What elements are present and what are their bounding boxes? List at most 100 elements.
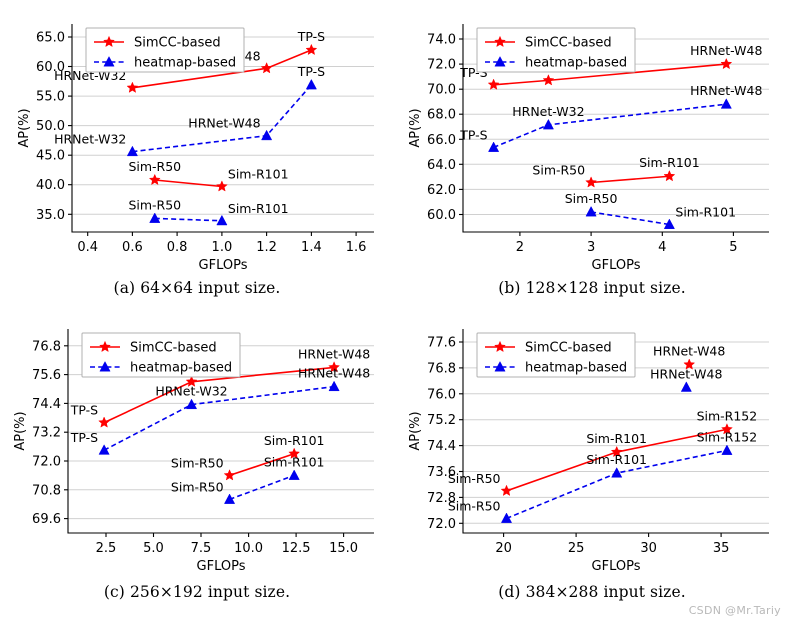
legend-box (476, 332, 636, 378)
data-point-label: TP-S (70, 403, 98, 418)
legend-box (476, 27, 636, 73)
data-point-label: Sim-R101 (264, 433, 325, 448)
data-point-marker-triangle (488, 141, 500, 152)
panel-caption-b: (b) 128×128 input size. (498, 279, 686, 297)
data-series: TP-S HRNet-W32 HRNet-W48 Sim-R50 Sim-R101 (70, 366, 370, 504)
data-point-marker-triangle (126, 145, 138, 157)
x-axis-title: GFLOPs (199, 258, 248, 273)
chart-panel-b: 60.0 62.0 64.0 66.0 68.0 70.0 72.0 74.0 2 3 4 5 GFLO… (395, 0, 789, 311)
data-point-marker-star (542, 74, 555, 86)
x-tick-label: 1.6 (346, 240, 367, 255)
data-point-marker-triangle (288, 469, 300, 480)
y-tick-label: 62.0 (427, 183, 456, 198)
data-point-label: HRNet-W48 (188, 116, 260, 131)
x-tick-label: 5 (729, 240, 737, 255)
legend-label-text: SimCC-based (134, 36, 221, 51)
data-point-marker-triangle (328, 380, 340, 392)
x-tick-label: 35 (713, 541, 730, 556)
watermark-text: CSDN @Mr.Tariy (688, 604, 781, 617)
legend-entry-simcc: SimCC-based (90, 341, 217, 356)
legend-marker-triangle (99, 361, 111, 372)
data-point-label: HRNet-W48 (298, 346, 370, 361)
data-point-marker-triangle (663, 218, 675, 229)
data-point-label: Sim-R50 (171, 479, 224, 494)
y-axis-title: AP(%) (17, 108, 32, 147)
series-line (229, 453, 295, 477)
plot-area-b: 60.0 62.0 64.0 66.0 68.0 70.0 72.0 74.0 2 3 4 5 GFLO… (408, 24, 769, 273)
panel-caption-a: (a) 64×64 input size. (113, 279, 281, 297)
data-point-marker-star (223, 469, 236, 481)
legend-marker-triangle (103, 56, 115, 67)
data-point-marker-triangle (542, 118, 554, 130)
chart-panel-d: 72.0 72.8 73.6 74.4 75.2 76.0 76.8 77.6 20 25 30 35… (395, 311, 789, 622)
data-point-marker-star (585, 176, 598, 188)
data-point-marker-star (683, 358, 696, 370)
data-point-label: Sim-R152 (697, 429, 758, 444)
y-axis-title: AP(%) (13, 411, 28, 450)
series-line (154, 217, 222, 222)
data-point-label: HRNet-W32 (54, 132, 126, 147)
data-point-label: Sim-R101 (264, 454, 325, 469)
y-tick-label: 72.0 (427, 58, 456, 73)
y-tick-label: 76.8 (32, 339, 61, 354)
data-point-label: TP-S (297, 64, 325, 79)
y-tick-label: 70.8 (32, 483, 61, 498)
data-point-label: TP-S (70, 430, 98, 445)
legend-entry-heatmap: heatmap-based (94, 56, 236, 71)
data-point-label: HRNet-W48 (653, 344, 725, 359)
y-tick-label: 74.0 (427, 33, 456, 48)
y-tick-label: 65.0 (36, 31, 65, 46)
data-point-marker-star (98, 416, 111, 428)
data-point-label: Sim-R50 (448, 498, 501, 513)
data-point-marker-star (500, 484, 513, 496)
data-point-label: Sim-R50 (128, 197, 181, 212)
chart-legend: SimCC-based heatmap-based (476, 27, 636, 73)
chart-legend: SimCC-based heatmap-based (476, 332, 636, 378)
panel-caption-c: (c) 256×192 input size. (103, 583, 291, 601)
data-point-marker-star (260, 62, 273, 74)
data-point-label: TP-S (297, 29, 325, 44)
legend-entry-heatmap: heatmap-based (90, 361, 232, 376)
axis-spine (71, 24, 374, 233)
data-point-label: HRNet-W32 (512, 104, 584, 119)
axis-spine (462, 24, 769, 233)
data-point-marker-star (610, 445, 623, 458)
data-point-label: HRNet-W32 (155, 384, 227, 399)
legend-entry-simcc: SimCC-based (485, 341, 612, 356)
x-tick-label: 4 (658, 240, 666, 255)
chart-legend: SimCC-based heatmap-based (85, 27, 245, 73)
legend-marker-triangle (494, 361, 506, 372)
y-tick-label: 50.0 (36, 119, 65, 134)
data-series: HRNet-W32 HRNet-W48 TP-S Sim-R50 Sim-R101 (54, 64, 325, 226)
y-tick-label: 60.0 (427, 208, 456, 223)
data-point-marker-triangle (149, 212, 161, 223)
data-point-marker-star (215, 180, 228, 192)
data-point-label: Sim-R50 (532, 163, 585, 178)
x-tick-label: 10.0 (234, 541, 263, 556)
data-point-marker-star (720, 57, 733, 70)
legend-box (81, 332, 241, 378)
y-tick-label: 45.0 (36, 149, 65, 164)
legend-entry-heatmap: heatmap-based (485, 361, 627, 376)
x-tick-label: 15.0 (329, 541, 358, 556)
legend-label-text: heatmap-based (134, 56, 236, 71)
data-point-marker-star (148, 173, 161, 186)
legend-marker-star (494, 35, 506, 48)
data-series: TP-S HRNet-W32 HRNet-W48 Sim-R50 Sim-R101 (459, 83, 762, 229)
legend-entry-simcc: SimCC-based (94, 36, 221, 51)
series-line (229, 474, 295, 501)
legend-label-text: SimCC-based (130, 341, 217, 356)
data-point-marker-star (721, 423, 733, 435)
data-point-label: Sim-R50 (565, 191, 618, 206)
legend-label-text: SimCC-based (525, 36, 612, 51)
data-point-label: HRNet-W48 (298, 366, 370, 381)
legend-marker-star (99, 340, 111, 353)
x-axis-title: GFLOPs (592, 258, 641, 273)
data-point-marker-triangle (185, 398, 198, 410)
data-point-marker-star (288, 447, 301, 459)
data-point-label: Sim-R101 (228, 201, 289, 216)
chart-panel-a: 35.0 40.0 45.0 50.0 55.0 60.0 65.0 0.4 0.6 0.8 1.0… (0, 0, 394, 311)
legend-marker-star (103, 35, 115, 48)
x-tick-label: 12.5 (282, 541, 311, 556)
